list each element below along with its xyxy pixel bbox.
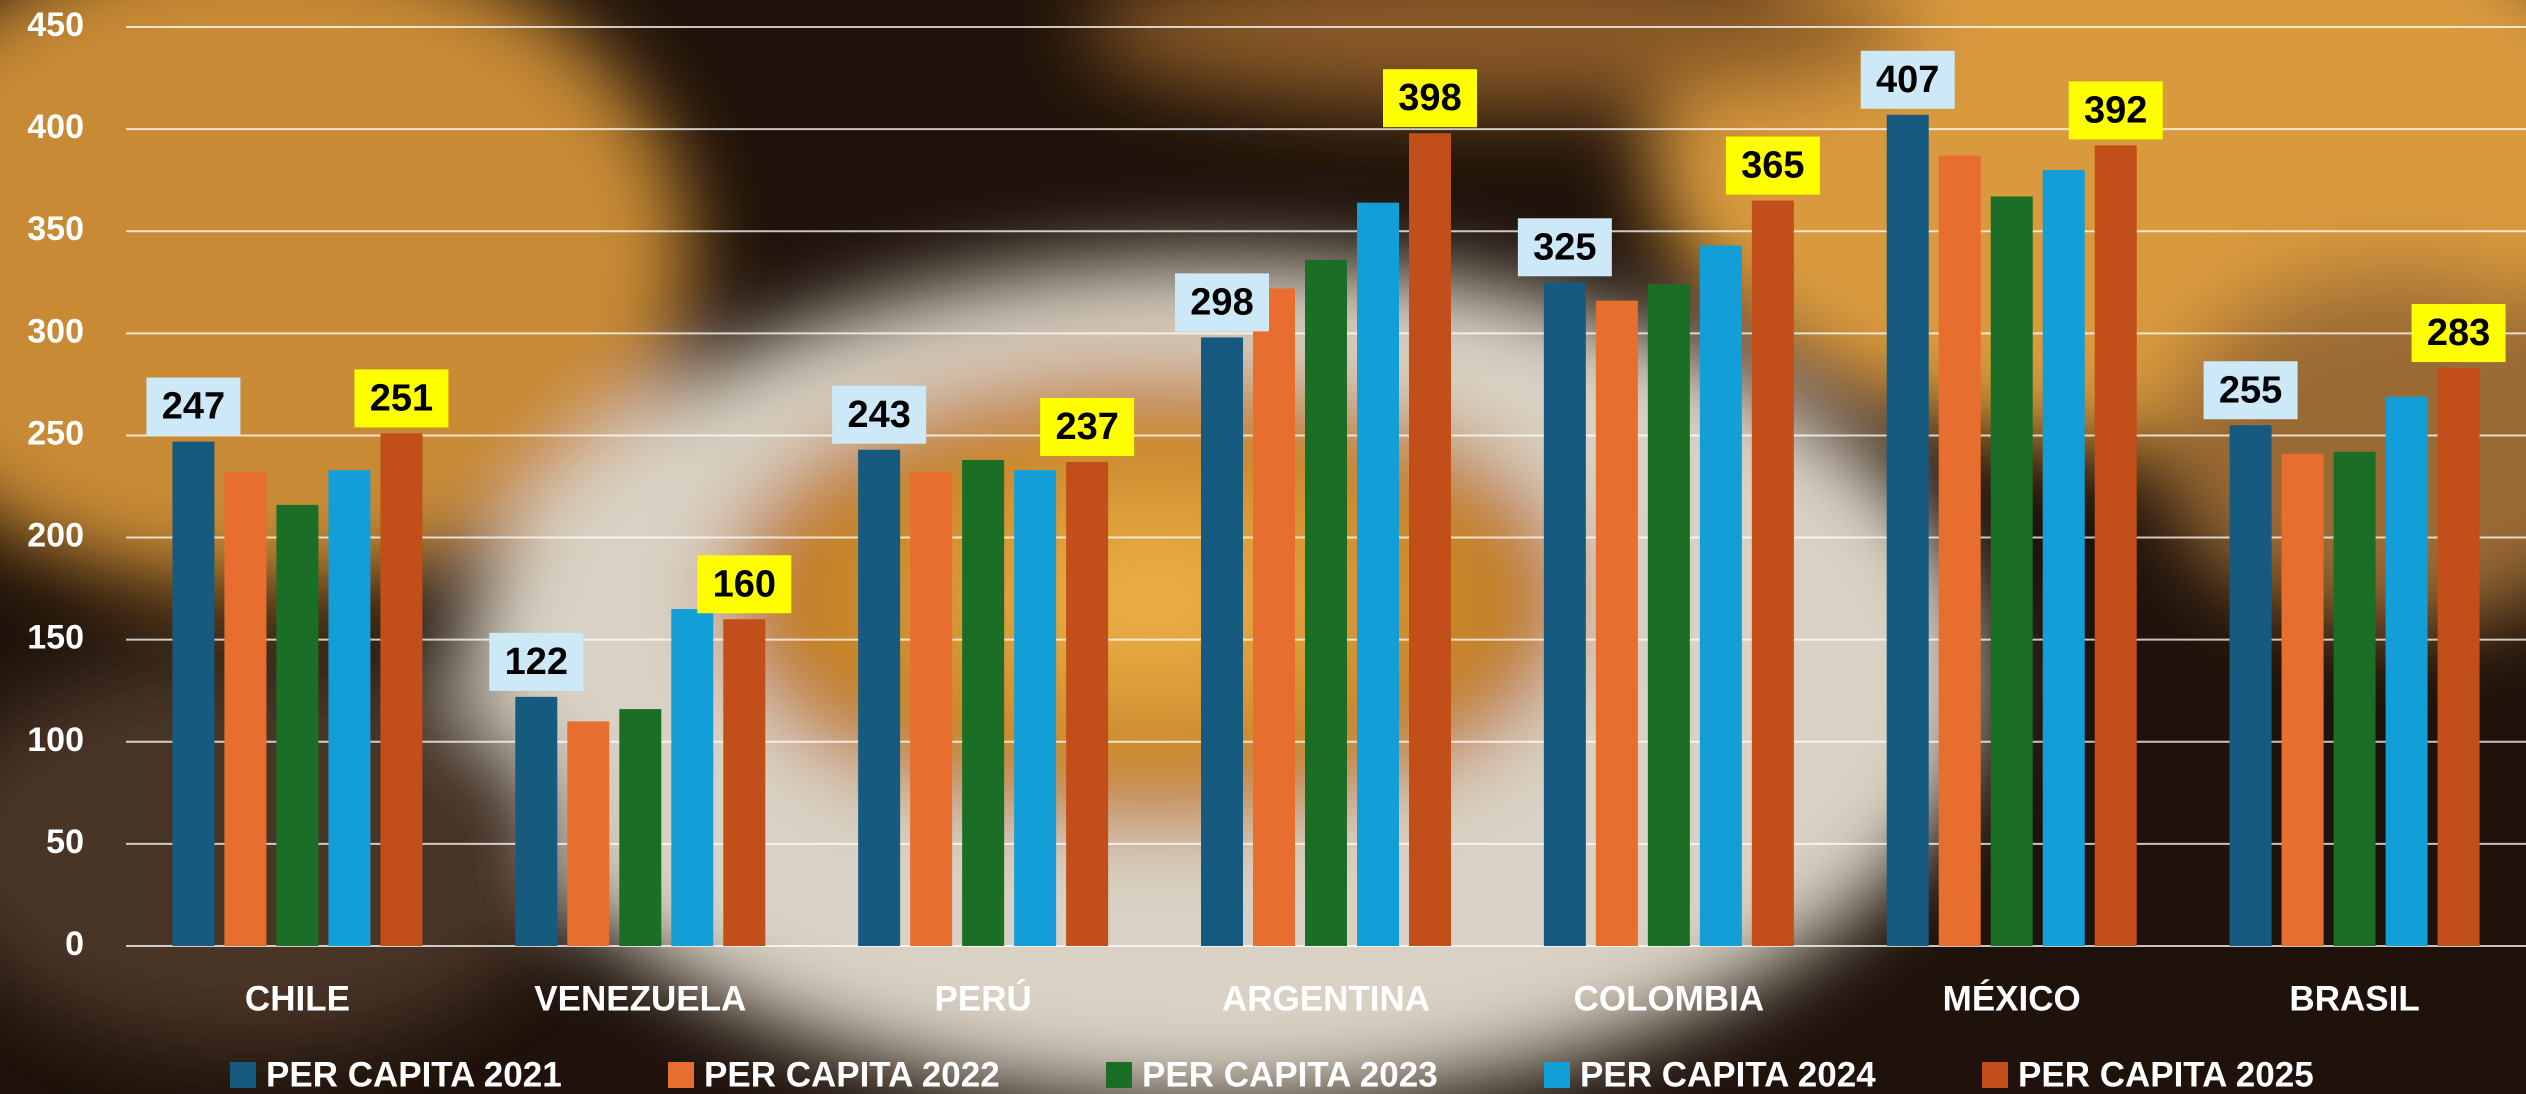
data-label: 255 [2219,369,2282,411]
bar [1991,197,2033,946]
bar [2386,397,2428,946]
bar [1648,284,1690,946]
data-label: 247 [162,386,225,428]
legend-swatch [1982,1062,2008,1088]
bar [2230,425,2272,946]
bar [1253,288,1295,946]
bar [1887,115,1929,946]
bar [328,470,370,946]
x-tick-label: VENEZUELA [534,979,746,1018]
x-tick-label: CHILE [245,979,350,1018]
data-label: 160 [713,563,776,605]
bar [723,619,765,946]
legend-swatch [230,1062,256,1088]
legend-label: PER CAPITA 2024 [1580,1055,1876,1094]
x-tick-label: ARGENTINA [1222,979,1430,1018]
bar [1939,156,1981,946]
y-tick-label: 50 [46,823,84,861]
data-label: 398 [1398,77,1461,119]
bar [858,450,900,946]
data-label: 392 [2084,89,2147,131]
bar [224,472,266,946]
data-label: 407 [1876,59,1939,101]
x-tick-label: PERÚ [935,978,1032,1018]
bar [1357,203,1399,946]
bar [1752,201,1794,946]
bar [2095,145,2137,946]
y-tick-label: 300 [27,312,84,350]
y-tick-label: 450 [27,6,84,44]
bar [619,709,661,946]
bar [2282,454,2324,946]
bar [962,460,1004,946]
legend-label: PER CAPITA 2022 [704,1055,1000,1094]
bar [1596,301,1638,946]
y-tick-label: 350 [27,210,84,248]
legend-label: PER CAPITA 2023 [1142,1055,1438,1094]
y-tick-label: 400 [27,108,84,146]
data-label: 325 [1533,226,1596,268]
x-tick-label: COLOMBIA [1574,979,1765,1018]
legend-swatch [668,1062,694,1088]
data-label: 122 [505,641,568,683]
bar [1544,282,1586,946]
bar [1409,133,1451,946]
x-tick-label: BRASIL [2289,979,2419,1018]
bar [1305,260,1347,946]
bar [1201,337,1243,946]
y-tick-label: 150 [27,619,84,657]
bar [567,721,609,946]
data-label: 298 [1190,281,1253,323]
bar [2334,452,2376,946]
data-label: 251 [370,377,433,419]
bar [276,505,318,946]
legend-swatch [1106,1062,1132,1088]
bar [910,472,952,946]
bar [1066,462,1108,946]
chart: 0 50 100 150 200 250 300 350 400 450 CHILE VENEZUEL… [0,0,2526,1094]
bar [380,433,422,946]
page: {"chart_data": { "type": "bar", "categor… [0,0,2526,1094]
bar [2438,368,2480,946]
y-tick-label: 250 [27,414,84,452]
y-tick-label: 200 [27,517,84,555]
bar [515,697,557,946]
bar [1014,470,1056,946]
legend-label: PER CAPITA 2021 [266,1055,562,1094]
y-tick-label: 0 [65,925,84,963]
bar [671,609,713,946]
data-label: 283 [2427,312,2490,354]
bar [2043,170,2085,946]
bar [1700,246,1742,946]
bar [172,442,214,946]
data-label: 365 [1741,145,1804,187]
x-tick-label: MÉXICO [1943,978,2081,1018]
legend-label: PER CAPITA 2025 [2018,1055,2314,1094]
data-label: 237 [1055,406,1118,448]
legend-swatch [1544,1062,1570,1088]
data-label: 243 [847,394,910,436]
y-tick-label: 100 [27,721,84,759]
